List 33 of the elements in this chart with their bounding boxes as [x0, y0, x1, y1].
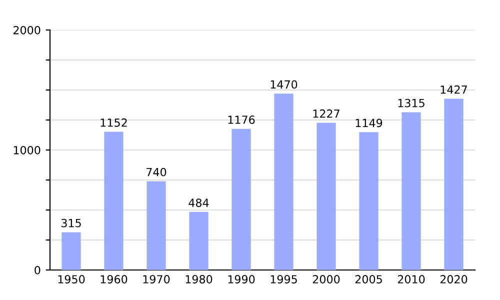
x-tick-label: 1950 [58, 275, 85, 284]
bar [316, 122, 336, 270]
x-tick-label: 1960 [100, 275, 128, 284]
x-tick-label: 2020 [440, 275, 468, 284]
data-label: 1152 [100, 118, 127, 127]
data-label: 1227 [313, 109, 340, 118]
bar [232, 128, 251, 270]
x-tick-label: 1990 [228, 275, 255, 284]
bar [274, 94, 294, 270]
bar [146, 181, 166, 270]
bar [402, 112, 421, 270]
bar [189, 212, 208, 270]
data-label: 315 [61, 218, 81, 228]
bar [62, 232, 81, 270]
x-tick-label: 1995 [270, 275, 297, 284]
bar [444, 98, 464, 270]
y-tick-label: 1000 [14, 146, 40, 154]
data-label: 1149 [356, 118, 382, 128]
data-label: 1470 [270, 80, 298, 89]
data-label: 484 [188, 198, 209, 207]
x-tick-label: 1980 [186, 275, 212, 284]
bar [359, 132, 378, 270]
x-tick-label: 2005 [355, 275, 382, 284]
x-tick-label: 1970 [143, 275, 170, 284]
data-label: 1427 [440, 85, 467, 94]
x-tick-label: 2010 [398, 275, 425, 284]
data-label: 1176 [228, 116, 255, 124]
y-tick-label: 0 [34, 266, 40, 274]
data-label: 1315 [398, 98, 424, 108]
x-tick-label: 2000 [312, 275, 340, 284]
data-label: 740 [146, 168, 166, 176]
bar [104, 132, 124, 270]
y-tick-label: 2000 [14, 26, 40, 34]
